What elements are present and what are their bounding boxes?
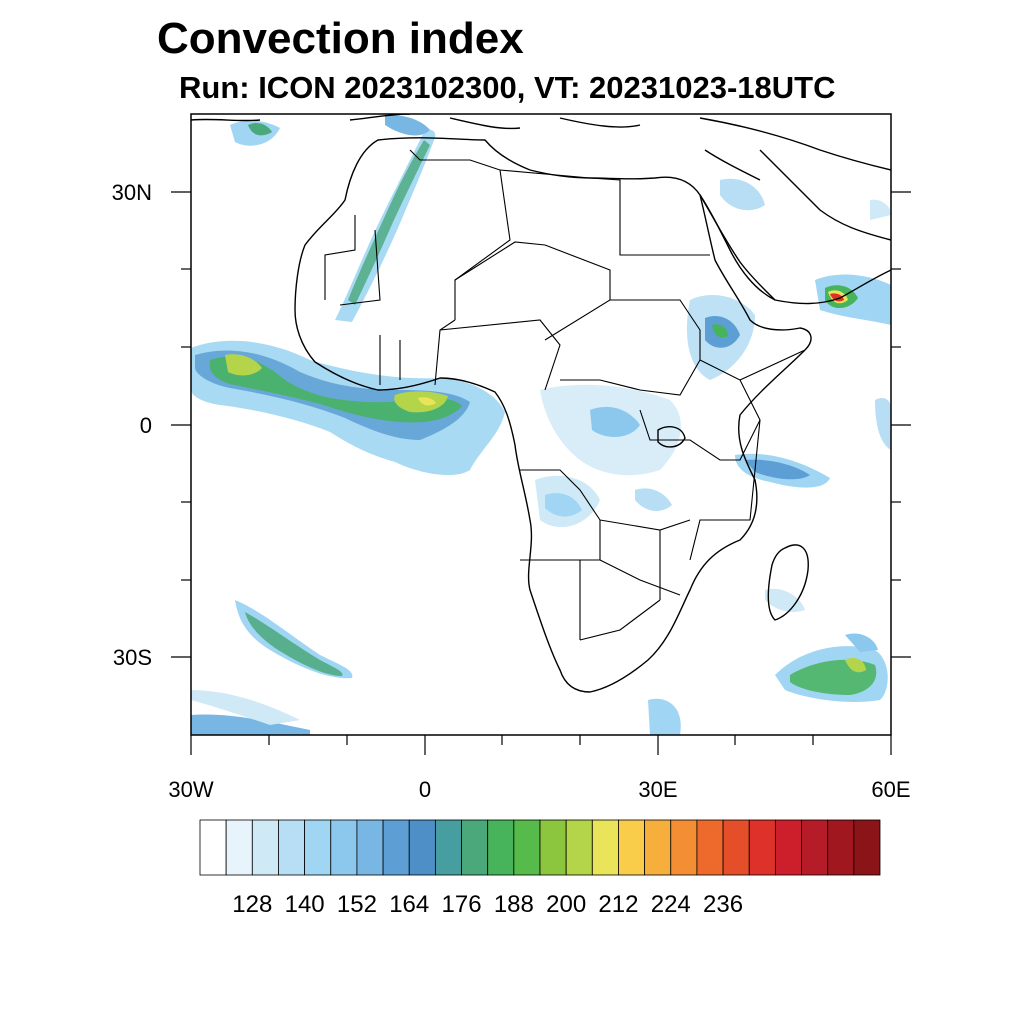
colorbar-swatch	[382, 819, 410, 876]
colorbar-swatch	[618, 819, 646, 876]
colorbar-swatch	[356, 819, 384, 876]
colorbar-swatch	[408, 819, 436, 876]
colorbar-label: 140	[285, 891, 325, 918]
colorbar-swatch	[434, 819, 462, 876]
colorbar-swatch	[513, 819, 541, 876]
lat-label-0: 0	[140, 413, 152, 438]
colorbar-swatch	[251, 819, 279, 876]
colorbar-swatch	[827, 819, 855, 876]
colorbar-label: 200	[546, 891, 586, 918]
colorbar-swatch	[565, 819, 593, 876]
colorbar-label: 164	[389, 891, 429, 918]
colorbar-swatch	[330, 819, 358, 876]
lon-label-0: 0	[419, 777, 431, 802]
colorbar-swatch	[539, 819, 567, 876]
colorbar-swatch	[696, 819, 724, 876]
colorbar-swatch	[644, 819, 672, 876]
colorbar	[199, 819, 881, 876]
map-panel	[191, 114, 891, 735]
colorbar-label: 152	[337, 891, 377, 918]
lat-label-30n: 30N	[112, 180, 152, 205]
colorbar-label: 236	[703, 891, 743, 918]
colorbar-swatch	[774, 819, 802, 876]
colorbar-swatch	[199, 819, 227, 876]
colorbar-swatch	[304, 819, 332, 876]
convection-field	[191, 114, 891, 735]
colorbar-label: 212	[598, 891, 638, 918]
colorbar-swatch	[801, 819, 829, 876]
map-title: Convection index	[157, 14, 524, 63]
colorbar-swatch	[487, 819, 515, 876]
colorbar-swatch	[278, 819, 306, 876]
map-subtitle: Run: ICON 2023102300, VT: 20231023-18UTC	[179, 70, 836, 105]
colorbar-label: 224	[651, 891, 691, 918]
colorbar-swatch	[670, 819, 698, 876]
colorbar-swatch	[853, 819, 881, 876]
colorbar-swatch	[722, 819, 750, 876]
lon-label-60e: 60E	[871, 777, 910, 802]
colorbar-label: 128	[232, 891, 272, 918]
colorbar-swatch	[225, 819, 253, 876]
lat-label-30s: 30S	[113, 645, 152, 670]
coastlines	[191, 114, 891, 693]
country-borders	[324, 149, 806, 641]
tick-marks	[171, 191, 911, 755]
colorbar-swatch	[461, 819, 489, 876]
colorbar-label: 188	[494, 891, 534, 918]
lon-label-30e: 30E	[638, 777, 677, 802]
colorbar-labels: 128 140 152 164 176 188 200 212 224 236	[232, 891, 743, 918]
colorbar-label: 176	[442, 891, 482, 918]
lon-label-30w: 30W	[168, 777, 213, 802]
colorbar-swatch	[748, 819, 776, 876]
colorbar-swatch	[591, 819, 619, 876]
